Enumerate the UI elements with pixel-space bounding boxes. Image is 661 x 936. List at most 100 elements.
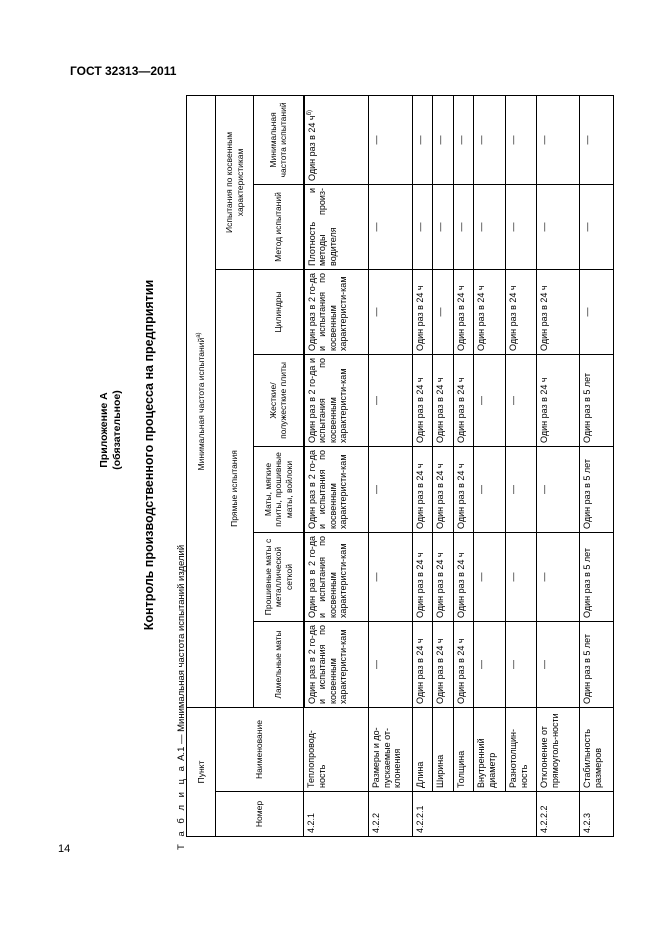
row-value: — <box>473 354 506 447</box>
row-value: Один раз в 24 ч <box>453 354 474 447</box>
row-name: Стабильность размеров <box>579 707 614 792</box>
document-code: ГОСТ 32313—2011 <box>70 64 177 78</box>
row-name: Размеры и до-пускаемые от-клонения <box>368 707 413 792</box>
row-value: Один раз в 2 го-да и испытания по косвен… <box>303 532 369 622</box>
row-value: Один раз в 24 ч <box>432 446 454 533</box>
row-value: — <box>473 621 506 708</box>
header-col-rigid-boards: Жесткие/ полужесткие плиты <box>253 354 304 447</box>
row-value: Один раз в 24 ч <box>536 354 580 447</box>
row-value: — <box>368 269 413 355</box>
row-number: 4.2.2.2 <box>536 791 580 837</box>
row-value: Один раз в 24 ч <box>412 621 433 708</box>
header-direct-tests: Прямые испытания <box>215 269 254 708</box>
row-value: Один раз в 24 ч <box>412 354 433 447</box>
page-number: 14 <box>58 843 71 855</box>
row-value: Один раз в 5 лет <box>579 532 614 622</box>
header-min-frequency-text: Минимальная частота испытаний <box>195 337 206 471</box>
row-value: — <box>579 184 614 270</box>
row-value: — <box>505 95 537 185</box>
header-col-lamella-mats: Ламельные маты <box>253 621 304 708</box>
row-value: Один раз в 2 го-да и испытания по косвен… <box>303 446 369 533</box>
table-row: 4.2.2 Размеры и до-пускаемые от-клонения —… <box>368 95 413 837</box>
row-value: Один раз в 5 лет <box>579 354 614 447</box>
header-min-frequency: Минимальная частота испытанийа) <box>186 95 216 708</box>
row-value: — <box>368 184 413 270</box>
header-name: Наименование <box>215 707 304 792</box>
rotated-page-content: Приложение А (обязательное) Контроль про… <box>95 92 625 852</box>
row-value: Один раз в 24 чб) <box>303 95 369 185</box>
table-row: Внутренний диаметр — — — — Один раз в 24 ч — — <box>473 95 506 836</box>
row-value: Один раз в 24 ч <box>536 269 580 355</box>
row-value: Один раз в 24 ч <box>453 532 474 622</box>
row-value: — <box>579 269 614 355</box>
header-col-cylinders: Цилиндры <box>253 269 304 355</box>
row-name: Внутренний диаметр <box>473 707 506 792</box>
row-value: Один раз в 24 ч <box>453 621 474 708</box>
row-value: — <box>505 184 537 270</box>
row-name: Ширина <box>432 707 454 792</box>
row-value: Один раз в 24 ч <box>432 532 454 622</box>
row-value: Один раз в 24 ч <box>453 446 474 533</box>
row-value: Плотность и методы произ-водителя <box>303 184 369 270</box>
row-value: — <box>536 446 580 533</box>
row-value: — <box>536 95 580 185</box>
row-value: Один раз в 24 ч <box>412 446 433 533</box>
row-value: — <box>368 532 413 622</box>
annex-title: Приложение А <box>98 392 110 468</box>
table-row: 4.2.3 Стабильность размеров Один раз в 5 л… <box>579 95 614 837</box>
row-value: — <box>536 184 580 270</box>
row-value: — <box>368 95 413 185</box>
header-number: Номер <box>215 791 304 837</box>
row-value: Один раз в 2 го-да и испытания по косвен… <box>303 621 369 708</box>
header-col-stitched-mats: Прошивные маты с металлической сеткой <box>253 532 304 622</box>
header-col-test-method: Метод испытаний <box>253 184 304 270</box>
row-value: — <box>473 184 506 270</box>
table-row: 4.2.2.1 Длина Один раз в 24 ч Один раз в 24… <box>412 95 537 837</box>
row-value: — <box>536 621 580 708</box>
row-value: Один раз в 24 ч <box>453 269 474 355</box>
table-row: 4.2.2.2 Отклонение от прямоуголь-ности — — —… <box>536 95 580 837</box>
row-value: Один раз в 2 го-да и испытания по косвен… <box>303 269 369 355</box>
row-value: Один раз в 24 ч <box>432 621 454 708</box>
header-indirect-tests: Испытания по косвенным характеристикам <box>215 95 254 270</box>
header-col-soft-mats: Маты, мягкие плиты, прошивные маты, войл… <box>253 446 304 533</box>
row-value: Один раз в 24 ч <box>432 354 454 447</box>
row-value: Один раз в 24 ч <box>412 532 433 622</box>
row-value: Один раз в 24 ч <box>505 269 537 355</box>
row-number: 4.2.1 <box>303 791 369 837</box>
value-text: Один раз в 24 ч <box>306 115 317 181</box>
footnote-b: б) <box>306 109 313 116</box>
table-row: 4.2.1 Теплопровод-ность Один раз в 2 го-да… <box>303 95 369 837</box>
row-value: — <box>432 95 454 185</box>
row-name: Отклонение от прямоуголь-ности <box>536 707 580 792</box>
annex-status: (обязательное) <box>111 390 123 470</box>
row-value: — <box>412 95 433 185</box>
row-value: — <box>473 532 506 622</box>
section-title: Контроль производственного процесса на п… <box>142 279 156 631</box>
row-value: — <box>453 95 474 185</box>
row-value: — <box>368 354 413 447</box>
row-value: — <box>453 184 474 270</box>
row-value: — <box>505 532 537 622</box>
table-row: Разнотолщин-ность — — — — Один раз в 24 ч — — <box>505 95 537 836</box>
row-value: — <box>473 95 506 185</box>
row-value: — <box>505 354 537 447</box>
row-name: Толщина <box>453 707 474 792</box>
row-name: Длина <box>412 707 433 792</box>
row-value: Один раз в 24 ч <box>412 269 433 355</box>
row-value: — <box>579 95 614 185</box>
table-row: Толщина Один раз в 24 ч Один раз в 24 ч Оди… <box>453 95 474 836</box>
row-value: — <box>368 446 413 533</box>
row-value: Один раз в 5 лет <box>579 621 614 708</box>
row-value: — <box>505 621 537 708</box>
table-row: Ширина Один раз в 24 ч Один раз в 24 ч Один… <box>432 95 454 836</box>
row-number: 4.2.3 <box>579 791 614 837</box>
row-value: — <box>536 532 580 622</box>
frequency-table: Пункт Минимальная частота испытанийа) Но… <box>186 95 614 837</box>
row-value: — <box>432 269 454 355</box>
row-value: Один раз в 2 го-да и испытания по косвен… <box>303 354 369 447</box>
row-value: — <box>473 446 506 533</box>
header-col-indirect-frequency: Минимальная частота испытаний <box>253 95 304 185</box>
row-value: Один раз в 24 ч <box>473 269 506 355</box>
row-number: 4.2.2.1 <box>412 791 537 837</box>
